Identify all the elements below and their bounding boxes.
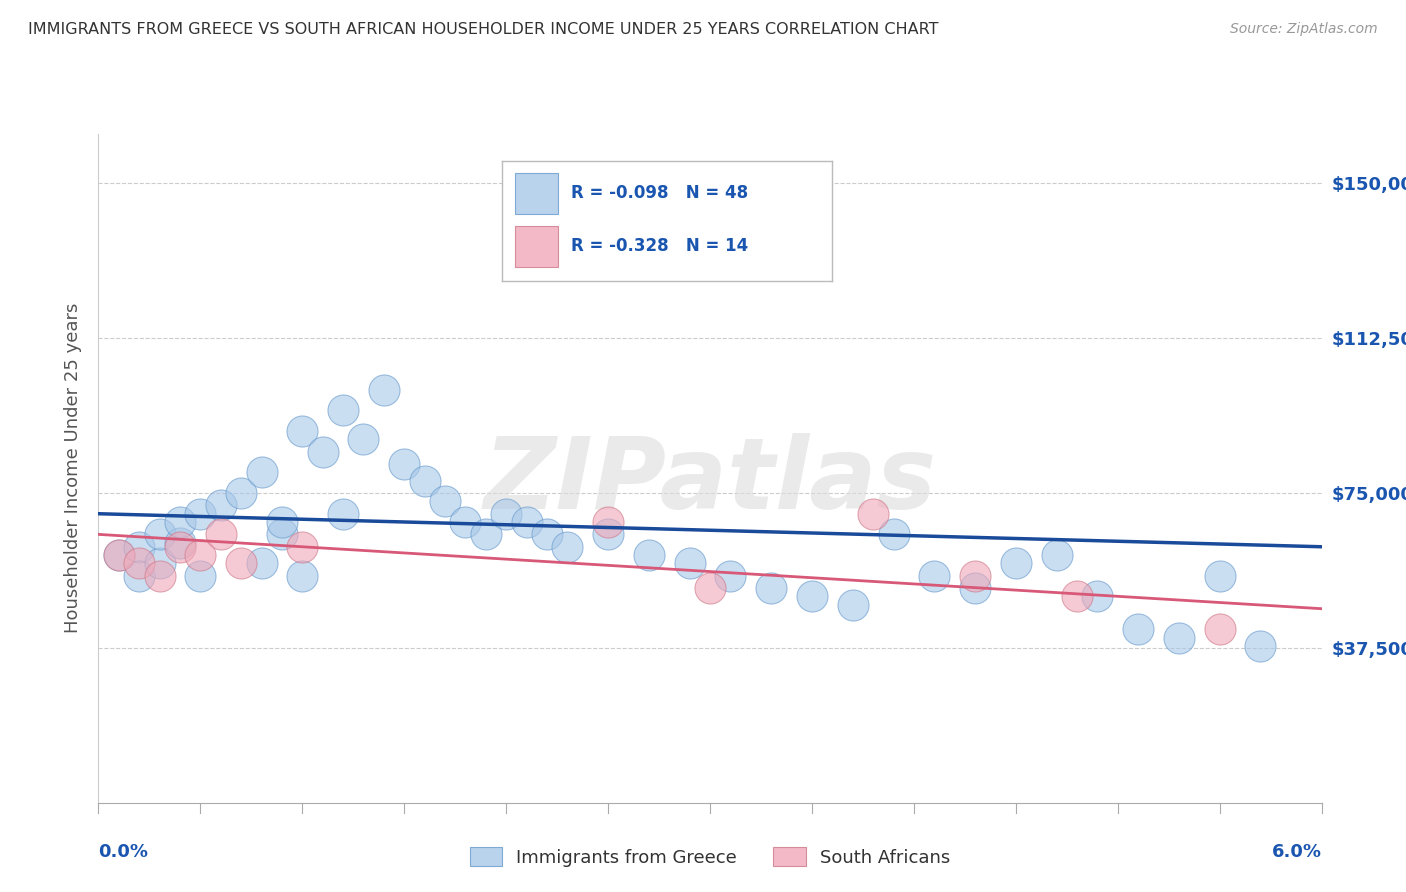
Point bbox=[270, 527, 292, 541]
Point bbox=[963, 581, 986, 595]
Point bbox=[555, 540, 579, 554]
Point bbox=[679, 556, 702, 570]
Point bbox=[862, 507, 884, 521]
Point bbox=[963, 568, 986, 582]
Point bbox=[352, 433, 374, 447]
Point bbox=[169, 540, 191, 554]
Point bbox=[128, 556, 150, 570]
Point bbox=[332, 403, 354, 417]
Point bbox=[1128, 623, 1150, 637]
Point bbox=[149, 556, 172, 570]
Point bbox=[188, 507, 212, 521]
Point bbox=[291, 540, 314, 554]
Text: R = -0.328   N = 14: R = -0.328 N = 14 bbox=[571, 237, 748, 255]
Point bbox=[149, 527, 172, 541]
Text: R = -0.098   N = 48: R = -0.098 N = 48 bbox=[571, 184, 748, 202]
Point bbox=[1066, 590, 1088, 604]
Point bbox=[188, 568, 212, 582]
Point bbox=[1208, 568, 1232, 582]
Point bbox=[332, 507, 354, 521]
Point bbox=[922, 568, 945, 582]
Point bbox=[291, 424, 314, 438]
Point bbox=[392, 457, 416, 471]
Point bbox=[231, 486, 253, 500]
Point bbox=[169, 515, 191, 529]
Y-axis label: Householder Income Under 25 years: Householder Income Under 25 years bbox=[63, 303, 82, 633]
Point bbox=[169, 535, 191, 549]
Point bbox=[1045, 548, 1069, 562]
Bar bbox=[515, 226, 558, 267]
Point bbox=[311, 444, 335, 458]
Point bbox=[413, 474, 436, 488]
Point bbox=[291, 568, 314, 582]
Point bbox=[1208, 623, 1232, 637]
Point bbox=[108, 548, 131, 562]
Point bbox=[231, 556, 253, 570]
Point bbox=[699, 581, 721, 595]
Point bbox=[598, 515, 620, 529]
Text: ZIPatlas: ZIPatlas bbox=[484, 434, 936, 530]
Text: 6.0%: 6.0% bbox=[1271, 843, 1322, 861]
Point bbox=[1167, 631, 1189, 645]
Point bbox=[108, 548, 131, 562]
Point bbox=[209, 527, 232, 541]
Point bbox=[1249, 639, 1271, 653]
Point bbox=[149, 568, 172, 582]
Point bbox=[495, 507, 517, 521]
Point bbox=[270, 515, 292, 529]
Point bbox=[250, 556, 273, 570]
Point bbox=[373, 383, 395, 397]
Point bbox=[454, 515, 477, 529]
Point bbox=[883, 527, 905, 541]
Point bbox=[718, 568, 742, 582]
Point bbox=[188, 548, 212, 562]
Text: 0.0%: 0.0% bbox=[98, 843, 149, 861]
Point bbox=[209, 499, 232, 513]
Point bbox=[841, 598, 863, 612]
Bar bbox=[515, 173, 558, 213]
Point bbox=[1085, 590, 1108, 604]
Point bbox=[536, 527, 558, 541]
Text: IMMIGRANTS FROM GREECE VS SOUTH AFRICAN HOUSEHOLDER INCOME UNDER 25 YEARS CORREL: IMMIGRANTS FROM GREECE VS SOUTH AFRICAN … bbox=[28, 22, 939, 37]
Point bbox=[637, 548, 661, 562]
Point bbox=[433, 494, 456, 508]
Point bbox=[598, 527, 620, 541]
Point bbox=[761, 581, 783, 595]
Point bbox=[250, 466, 273, 480]
Point bbox=[516, 515, 538, 529]
Point bbox=[801, 590, 824, 604]
Point bbox=[128, 568, 150, 582]
Point bbox=[1004, 556, 1026, 570]
Point bbox=[474, 527, 498, 541]
Text: Source: ZipAtlas.com: Source: ZipAtlas.com bbox=[1230, 22, 1378, 37]
Legend: Immigrants from Greece, South Africans: Immigrants from Greece, South Africans bbox=[463, 840, 957, 874]
Point bbox=[128, 540, 150, 554]
